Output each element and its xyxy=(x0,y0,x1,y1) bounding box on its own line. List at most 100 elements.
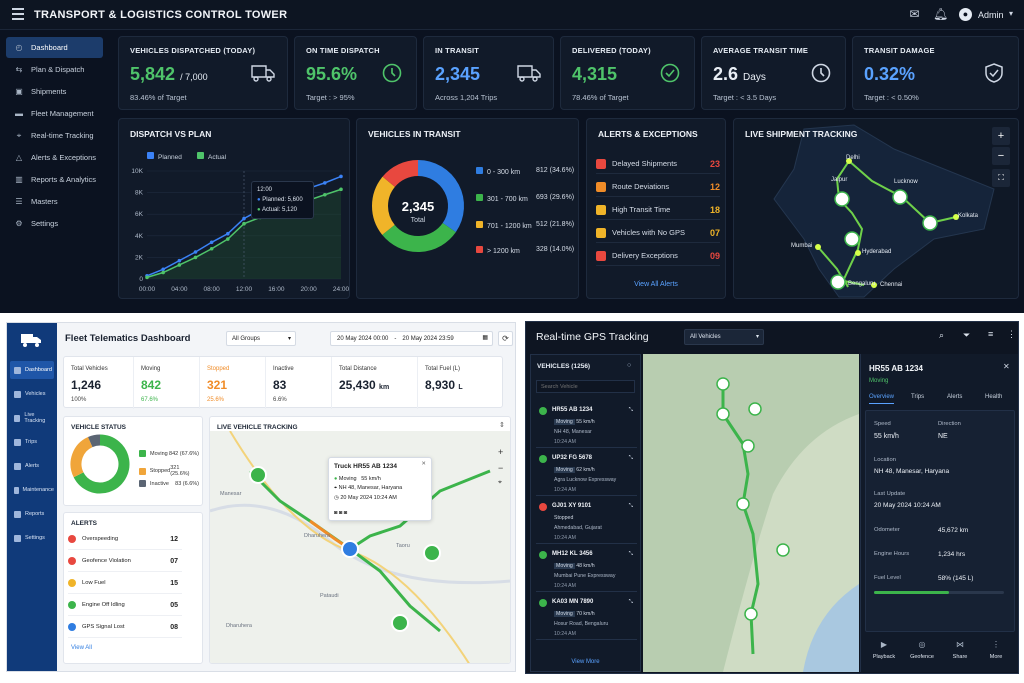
donut-segment[interactable] xyxy=(88,434,101,448)
menu-icon[interactable] xyxy=(12,8,24,20)
mail-icon[interactable]: ✉ xyxy=(909,7,920,21)
chevron-down-icon[interactable]: ▾ xyxy=(1009,9,1014,18)
group-select[interactable]: All Groups ▾ xyxy=(226,331,296,346)
sidebar-item-settings[interactable]: ⚙ Settings xyxy=(15,219,59,228)
kpi-card-in-transit[interactable]: IN TRANSIT 2,345 Across 1,204 Trips xyxy=(423,36,554,110)
data-point[interactable] xyxy=(161,267,165,272)
sidebar-item-reports[interactable]: ▥ Reports & Analytics xyxy=(15,175,97,184)
road-map[interactable] xyxy=(210,431,511,664)
alert-row-no-gps[interactable]: Vehicles with No GPS 07 xyxy=(596,223,720,243)
gps-map[interactable] xyxy=(643,354,859,672)
data-point[interactable] xyxy=(193,250,198,254)
more-button[interactable]: ⋮ More xyxy=(981,640,1011,660)
share-button[interactable]: ⋈ Share xyxy=(945,640,975,660)
fleet-nav-reports[interactable]: Reports xyxy=(10,505,54,523)
data-point[interactable] xyxy=(177,258,182,263)
vehicle-list-item[interactable]: HR55 AB 1234 ⤡ Moving 55 km/h NH 48, Mane… xyxy=(536,403,637,448)
kpi-total-fuel[interactable]: Total Fuel (L) 8,930 L xyxy=(425,366,463,392)
tab-overview[interactable]: Overview xyxy=(869,394,895,404)
data-point[interactable] xyxy=(323,192,327,197)
pin-icon[interactable]: ⤡ xyxy=(628,407,633,413)
close-icon[interactable]: ✕ xyxy=(421,461,426,467)
fleet-nav-live-tracking[interactable]: Live Tracking xyxy=(10,409,54,427)
vehicle-status-donut[interactable] xyxy=(69,433,131,495)
pin-icon[interactable]: ⤡ xyxy=(628,551,633,557)
vehicle-list-item[interactable]: GJ01 XY 9101 ⤡ Stopped Ahmedabad, Gujarat… xyxy=(536,499,637,544)
kpi-stopped[interactable]: Stopped 321 25.6% xyxy=(200,357,266,409)
donut-segment[interactable] xyxy=(372,176,396,235)
tab-trips[interactable]: Trips xyxy=(911,394,925,400)
sidebar-item-plan-dispatch[interactable]: ⇆ Plan & Dispatch xyxy=(15,65,85,74)
kpi-card-delivered[interactable]: DELIVERED (TODAY) 4,315 78.46% of Target xyxy=(560,36,695,110)
data-point[interactable] xyxy=(177,263,182,267)
filter-icon[interactable]: ⏷ xyxy=(963,330,971,340)
kpi-total-vehicles[interactable]: Total Vehicles 1,246 100% xyxy=(64,357,134,409)
zoom-in-button[interactable]: + xyxy=(992,127,1010,145)
alert-row-route-deviations[interactable]: Route Deviations 12 xyxy=(596,177,720,197)
bell-icon[interactable]: 🔔︎ xyxy=(933,7,949,21)
locate-icon[interactable]: ⌖ xyxy=(498,479,502,486)
data-point[interactable] xyxy=(226,231,230,236)
kpi-inactive[interactable]: Inactive 83 6.6% xyxy=(266,357,332,409)
data-point[interactable] xyxy=(193,255,198,260)
data-point[interactable] xyxy=(242,221,246,226)
fleet-nav-dashboard[interactable]: Dashboard xyxy=(10,361,54,379)
donut-segment[interactable] xyxy=(70,437,93,478)
vehicle-list-item[interactable]: MH12 KL 3456 ⤡ Moving 48 km/h Mumbai Pune… xyxy=(536,547,637,592)
camera-icon[interactable]: ◙ xyxy=(334,510,338,516)
sidebar-item-alerts[interactable]: △ Alerts & Exceptions xyxy=(15,153,97,162)
playback-button[interactable]: ▶ Playback xyxy=(869,640,899,660)
sidebar-item-real-time-tracking[interactable]: ⌖ Real-time Tracking xyxy=(6,125,103,146)
fleet-nav-vehicles[interactable]: Vehicles xyxy=(10,385,54,403)
user-name[interactable]: Admin xyxy=(978,10,1004,20)
data-point[interactable] xyxy=(209,240,214,245)
pin-icon[interactable]: ⤡ xyxy=(628,599,633,605)
zoom-out-button[interactable]: − xyxy=(992,147,1010,165)
fleet-nav-maintenance[interactable]: Maintenance xyxy=(10,481,54,499)
sidebar-item-fleet-management[interactable]: ▬ Fleet Management xyxy=(15,109,94,118)
fullscreen-icon[interactable]: ⛶ xyxy=(992,169,1010,187)
alert-row-delivery-exceptions[interactable]: Delivery Exceptions 09 xyxy=(596,246,720,266)
vehicle-filter-select[interactable]: All Vehicles ▾ xyxy=(684,329,764,345)
zoom-in-button[interactable]: + xyxy=(498,447,504,457)
sidebar-item-shipments[interactable]: ▣ Shipments xyxy=(15,87,67,96)
more-vertical-icon[interactable]: ⋮ xyxy=(1007,329,1016,339)
data-point[interactable] xyxy=(242,216,246,221)
view-more-link[interactable]: View More xyxy=(571,659,600,665)
data-point[interactable] xyxy=(226,237,230,241)
search-icon[interactable]: ⌕ xyxy=(939,330,945,340)
kpi-card-damage[interactable]: TRANSIT DAMAGE 0.32% Target : < 0.50% xyxy=(852,36,1019,110)
data-point[interactable] xyxy=(145,275,149,280)
kpi-moving[interactable]: Moving 842 67.6% xyxy=(134,357,200,409)
sidebar-item-dashboard[interactable]: ◴ Dashboard xyxy=(6,37,103,58)
zoom-out-button[interactable]: − xyxy=(498,463,504,473)
sidebar-item-masters[interactable]: ☰ Masters xyxy=(15,197,58,206)
fleet-alert-geofence[interactable]: Geofence Violation 07 xyxy=(68,551,182,572)
view-all-link[interactable]: View All xyxy=(71,645,92,651)
donut-segment[interactable] xyxy=(382,160,419,188)
kpi-total-distance[interactable]: Total Distance 25,430 km xyxy=(332,357,418,409)
alert-row-delayed[interactable]: Delayed Shipments 23 xyxy=(596,154,720,174)
fleet-alert-engine-idle[interactable]: Engine Off Idling 05 xyxy=(68,595,182,616)
data-point[interactable] xyxy=(339,174,343,179)
fleet-alert-low-fuel[interactable]: Low Fuel 15 xyxy=(68,573,182,594)
transit-donut-chart[interactable] xyxy=(369,157,467,255)
data-point[interactable] xyxy=(339,187,343,192)
tab-alerts[interactable]: Alerts xyxy=(947,394,963,400)
refresh-icon[interactable]: ⟳ xyxy=(498,331,513,346)
data-point[interactable] xyxy=(209,246,214,251)
share-icon[interactable]: ◙ xyxy=(343,510,348,516)
date-range-picker[interactable]: 20 May 2024 00:00-20 May 2024 23:59 ▦ xyxy=(330,331,493,346)
donut-segment[interactable] xyxy=(382,222,456,252)
view-all-alerts-link[interactable]: View All Alerts xyxy=(634,281,678,288)
fleet-nav-trips[interactable]: Trips xyxy=(10,433,54,451)
fleet-nav-settings[interactable]: Settings xyxy=(10,529,54,547)
vehicle-list-item[interactable]: UP32 FG 5678 ⤡ Moving 62 km/h Agra Luckno… xyxy=(536,451,637,496)
expand-icon[interactable]: ⇕ xyxy=(499,422,505,429)
geofence-button[interactable]: ◎ Geofence xyxy=(907,640,937,660)
refresh-icon[interactable]: ○ xyxy=(627,362,632,369)
vehicle-search-input[interactable] xyxy=(536,380,635,393)
data-point[interactable] xyxy=(323,181,327,185)
data-point[interactable] xyxy=(161,270,165,275)
india-map[interactable] xyxy=(734,119,1019,299)
